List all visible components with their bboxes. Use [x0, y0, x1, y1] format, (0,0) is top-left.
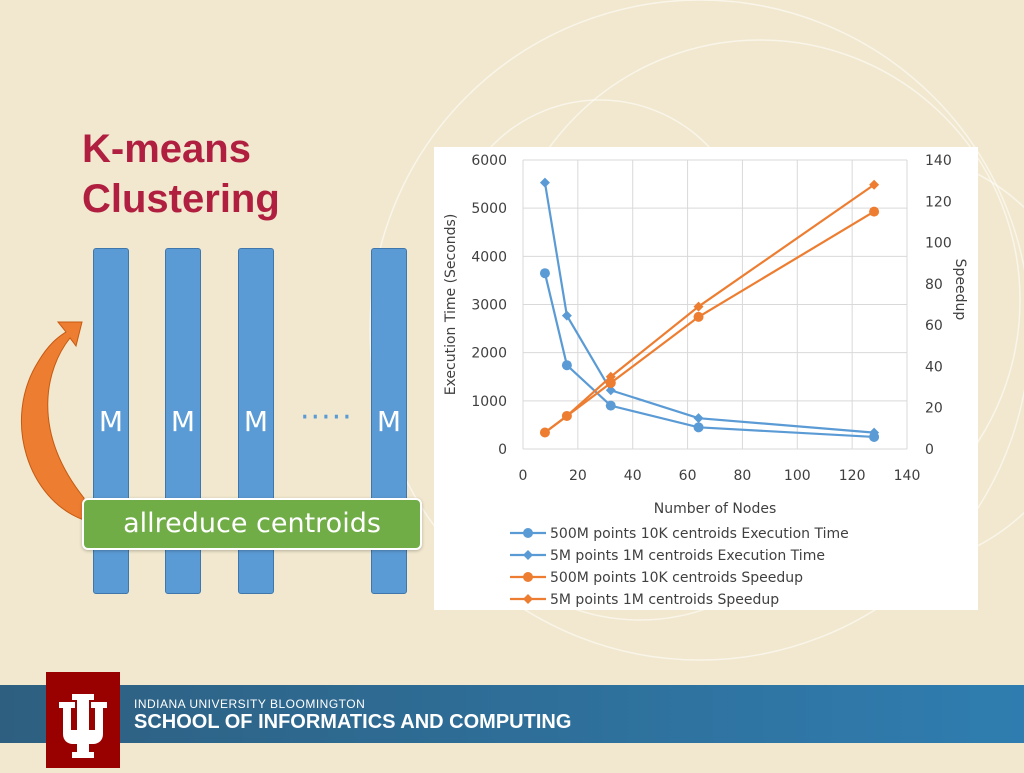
allreduce-box: allreduce centroids: [82, 498, 422, 550]
x-tick-label: 100: [784, 468, 811, 484]
title-line-1: K-means: [82, 127, 251, 171]
footer-bar: [0, 685, 1024, 743]
series-4-point: [539, 427, 550, 438]
execution-speedup-chart: 0100020003000400050006000020406080100120…: [443, 153, 968, 608]
legend-label-4: 5M points 1M centroids Speedup: [550, 592, 779, 608]
y2-tick-label: 20: [925, 401, 943, 417]
university-name: INDIANA UNIVERSITY BLOOMINGTON: [134, 697, 366, 711]
x-tick-label: 20: [569, 468, 587, 484]
y2-tick-label: 60: [925, 318, 943, 334]
series-3-point: [869, 206, 880, 217]
y2-tick-label: 120: [925, 194, 952, 210]
series-4-point: [605, 371, 616, 382]
mapper-label-4: M: [376, 405, 402, 438]
series-line-3: [544, 210, 875, 434]
y2-tick-label: 140: [925, 153, 952, 169]
iu-logo: [46, 672, 120, 768]
mapper-label-3: M: [243, 405, 269, 438]
series-3-point: [693, 311, 704, 322]
series-4-point: [693, 301, 704, 312]
legend-label-1: 500M points 10K centroids Execution Time: [550, 526, 849, 542]
legend-marker-3: [523, 572, 533, 582]
legend-marker-4: [523, 594, 533, 604]
series-4-point: [561, 410, 572, 421]
legend-marker-1: [523, 528, 533, 538]
school-name: SCHOOL OF INFORMATICS AND COMPUTING: [134, 711, 572, 733]
series-2-point: [561, 310, 572, 321]
y2-axis-title: Speedup: [952, 259, 968, 321]
y2-tick-label: 0: [925, 442, 934, 458]
x-tick-label: 80: [734, 468, 752, 484]
y-tick-label: 1000: [471, 394, 507, 410]
trident-icon: [59, 694, 107, 758]
y2-tick-label: 40: [925, 359, 943, 375]
mapper-label-1: M: [98, 405, 124, 438]
y-tick-label: 3000: [471, 298, 507, 314]
x-axis-title: Number of Nodes: [654, 501, 776, 517]
y-tick-label: 4000: [471, 249, 507, 265]
legend-label-3: 500M points 10K centroids Speedup: [550, 570, 803, 586]
legend-label-2: 5M points 1M centroids Execution Time: [550, 548, 825, 564]
title-line-2: Clustering: [82, 177, 280, 221]
series-1-point: [693, 422, 704, 433]
y-tick-label: 5000: [471, 201, 507, 217]
series-2-point: [605, 385, 616, 396]
series-1-point: [561, 360, 572, 371]
y-tick-label: 2000: [471, 346, 507, 362]
series-2-point: [693, 413, 704, 424]
y-tick-label: 6000: [471, 153, 507, 169]
x-tick-label: 140: [894, 468, 921, 484]
legend-marker-2: [523, 550, 533, 560]
mapper-label-2: M: [170, 405, 196, 438]
series-1-point: [539, 268, 550, 279]
x-tick-label: 120: [839, 468, 866, 484]
y2-tick-label: 100: [925, 236, 952, 252]
slide-title: K-means Clustering: [82, 124, 280, 224]
ellipsis-dots: ·····: [300, 400, 353, 435]
series-2-point: [539, 177, 550, 188]
series-1-point: [605, 400, 616, 411]
y2-tick-label: 80: [925, 277, 943, 293]
series-2-point: [869, 427, 880, 438]
x-tick-label: 60: [679, 468, 697, 484]
y-axis-title: Execution Time (Seconds): [443, 214, 459, 396]
series-4-point: [869, 179, 880, 190]
chart-panel: 0 1000 2000 3000 4000 5000 6000 0 20 40 60 80 100 120…: [434, 147, 978, 610]
x-tick-label: 0: [519, 468, 528, 484]
x-tick-label: 40: [624, 468, 642, 484]
y-tick-label: 0: [498, 442, 507, 458]
